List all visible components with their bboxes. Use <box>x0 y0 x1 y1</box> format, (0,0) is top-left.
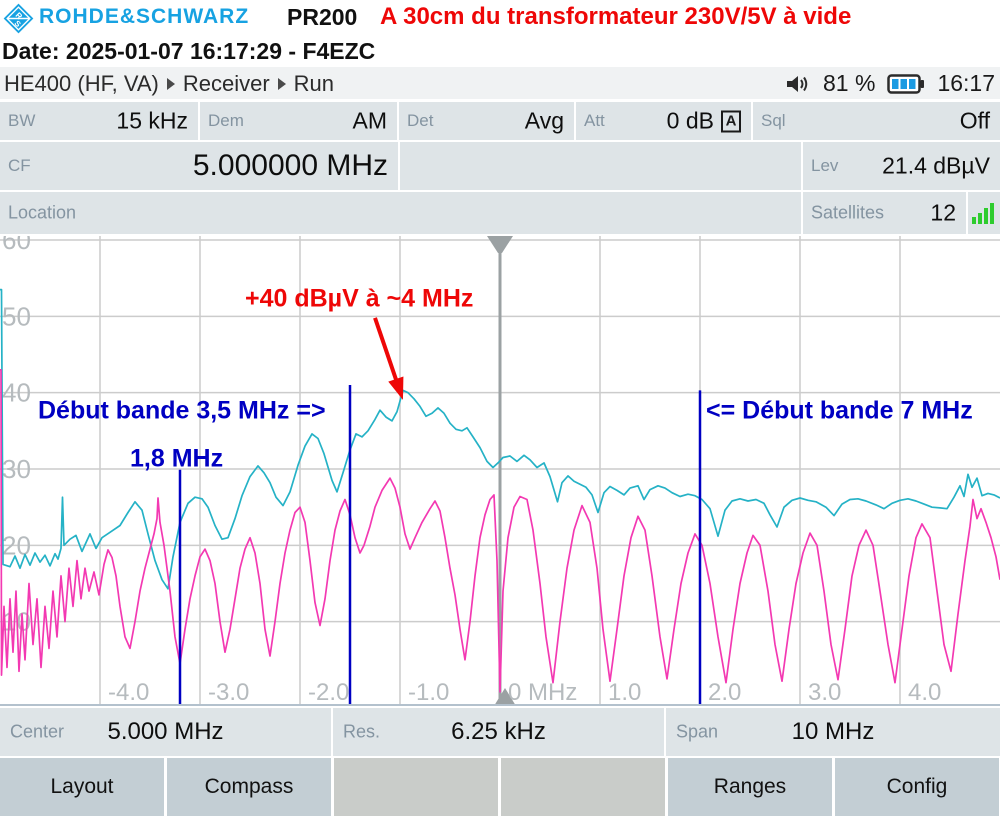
spacer-cell <box>400 142 801 190</box>
breadcrumb-antenna[interactable]: HE400 (HF, VA) <box>4 71 159 96</box>
field-value: AM <box>352 107 388 134</box>
y-tick-label: 60 <box>2 236 31 255</box>
config-button[interactable]: Config <box>835 758 999 816</box>
field-label: Sql <box>761 111 786 130</box>
battery-icon <box>887 73 925 94</box>
field-label: CF <box>8 156 31 175</box>
field-bandwidth[interactable]: BW 15 kHz <box>0 102 198 140</box>
field-label: Det <box>407 111 434 130</box>
model-name: PR200 <box>287 4 358 30</box>
x-tick-label: 0 MHz <box>508 679 577 706</box>
breadcrumb-mode[interactable]: Receiver <box>182 71 270 96</box>
y-tick-label: 40 <box>2 378 31 408</box>
auto-attenuation-badge: A <box>721 110 741 132</box>
field-label: Satellites <box>811 202 885 223</box>
ranges-button[interactable]: Ranges <box>668 758 832 816</box>
breadcrumb-state[interactable]: Run <box>293 71 335 96</box>
x-tick-label: 1.0 <box>608 679 641 706</box>
user-note-red: A 30cm du transformateur 230V/5V à vide <box>380 3 852 30</box>
rohde-schwarz-logo-icon: R S <box>3 3 34 34</box>
date-row: Date: 2025-01-07 16:17:29 - F4EZC <box>0 36 1000 67</box>
status-indicators: 81 % 16:17 <box>784 70 995 97</box>
field-value: 5.000 MHz <box>107 718 224 745</box>
gps-signal-bars-icon <box>972 203 994 224</box>
field-value: 6.25 kHz <box>451 718 546 745</box>
field-label: Dem <box>208 111 244 130</box>
status-bar: HE400 (HF, VA) Receiver Run 81 % 16:17 <box>0 67 1000 101</box>
field-value: Off <box>959 107 990 134</box>
annotation-arrow-shaft <box>373 317 400 386</box>
x-tick-label: 4.0 <box>908 679 941 706</box>
x-tick-label: -1.0 <box>408 679 449 706</box>
x-tick-label: 3.0 <box>808 679 841 706</box>
field-label: Center <box>10 721 65 742</box>
field-squelch[interactable]: Sql Off <box>753 102 1000 140</box>
satellite-count: 12 <box>930 199 956 226</box>
field-value: 5.000000 MHz <box>192 149 388 182</box>
field-center-frequency[interactable]: CF 5.000000 MHz <box>0 142 398 190</box>
annotation-arrowhead <box>388 376 404 400</box>
svg-text:R: R <box>14 11 25 22</box>
softkey-empty-1 <box>334 758 498 816</box>
x-tick-label: -2.0 <box>308 679 349 706</box>
field-value: Avg <box>524 107 564 134</box>
field-label: Location <box>8 202 77 223</box>
gps-signal-cell <box>968 192 1000 234</box>
y-tick-label: 30 <box>2 454 31 484</box>
breadcrumb-separator-icon <box>277 78 286 90</box>
center-marker-bottom-handle[interactable] <box>494 688 516 706</box>
breadcrumb[interactable]: HE400 (HF, VA) Receiver Run <box>4 71 334 97</box>
annotation-text: Début bande 3,5 MHz => <box>38 397 326 425</box>
date-text: Date: 2025-01-07 16:17:29 - F4EZC <box>2 38 376 64</box>
field-value: 15 kHz <box>116 107 188 134</box>
y-tick-label: 50 <box>2 301 31 331</box>
field-label: Lev <box>811 156 839 175</box>
compass-button[interactable]: Compass <box>167 758 331 816</box>
breadcrumb-separator-icon <box>166 78 175 90</box>
softkey-empty-2 <box>501 758 665 816</box>
trace-max-hold <box>0 288 1000 590</box>
clock-time: 16:17 <box>937 70 995 96</box>
speaker-icon[interactable] <box>784 72 811 96</box>
softkey-bar: Layout Compass Ranges Config <box>0 758 1000 816</box>
trace-current <box>0 368 1000 693</box>
field-value: 0 dB A <box>667 108 741 135</box>
field-span[interactable]: Span 10 MHz <box>666 708 1000 756</box>
brand-name: ROHDE&SCHWARZ <box>39 5 250 28</box>
field-demodulation[interactable]: Dem AM <box>200 102 397 140</box>
spectrum-plot: -4.0 -3.0 -2.0 -1.0 0 MHz 1.0 2.0 3.0 4.0 60 50 40 3… <box>0 225 1000 706</box>
field-label: Att <box>584 111 605 130</box>
x-tick-label: -4.0 <box>108 679 149 706</box>
x-tick-label: -3.0 <box>208 679 249 706</box>
y-tick-label: 20 <box>2 530 31 560</box>
field-value: 21.4 dBµV <box>882 152 990 179</box>
field-label: Span <box>676 721 719 742</box>
top-bar: R S ROHDE&SCHWARZ PR200 A 30cm du transf… <box>0 0 1000 36</box>
field-level[interactable]: Lev 21.4 dBµV <box>803 142 1000 190</box>
field-location: Location <box>0 192 801 234</box>
svg-text:S: S <box>12 19 23 30</box>
field-label: Res. <box>343 721 381 742</box>
field-center-readout[interactable]: Center 5.000 MHz <box>0 708 331 756</box>
field-attenuation[interactable]: Att 0 dB A <box>576 102 751 140</box>
sweep-info-row: Center 5.000 MHz Res. 6.25 kHz Span 10 M… <box>0 708 1000 756</box>
field-detector[interactable]: Det Avg <box>399 102 574 140</box>
battery-percent: 81 % <box>823 70 876 96</box>
field-label: BW <box>8 111 36 130</box>
settings-grid: BW 15 kHz Dem AM Det Avg Att 0 dB A Sql … <box>0 102 1000 235</box>
annotation-text: +40 dBµV à ~4 MHz <box>245 284 473 312</box>
annotation-text: 1,8 MHz <box>130 445 223 473</box>
center-marker-top-handle[interactable] <box>487 236 513 253</box>
field-satellites: Satellites 12 <box>803 192 966 234</box>
spectrum-chart[interactable]: -4.0 -3.0 -2.0 -1.0 0 MHz 1.0 2.0 3.0 4.0 60 50 40 3… <box>0 225 1000 706</box>
layout-button[interactable]: Layout <box>0 758 164 816</box>
annotation-text: <= Début bande 7 MHz <box>706 397 973 425</box>
field-resolution[interactable]: Res. 6.25 kHz <box>333 708 664 756</box>
x-tick-label: 2.0 <box>708 679 741 706</box>
field-value: 10 MHz <box>791 718 875 745</box>
attenuation-value: 0 dB <box>666 107 714 134</box>
